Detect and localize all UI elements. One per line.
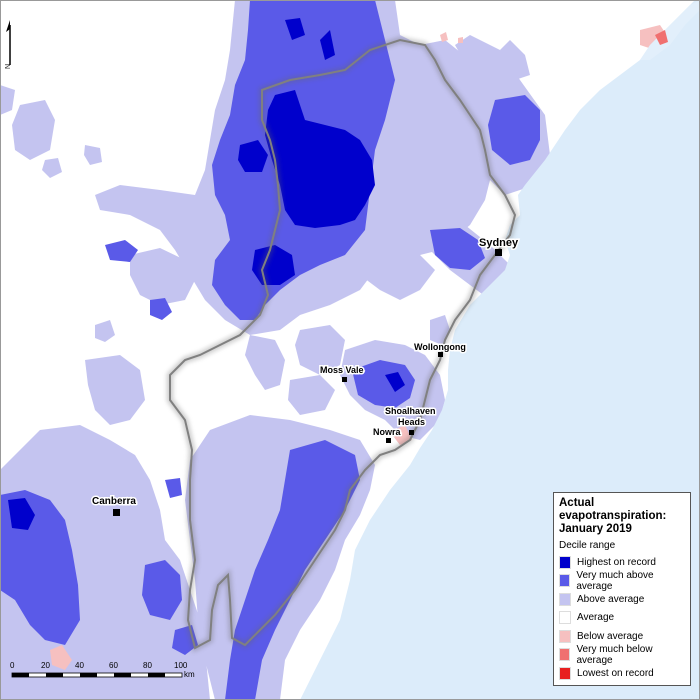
town-moss-vale: Moss Vale [319,364,365,382]
town-canberra: Canberra [91,495,138,516]
legend-item-label: Lowest on record [577,667,654,679]
canberra-label: Canberra [92,496,136,507]
legend-item: Highest on record [559,553,685,572]
scale-bar: 0 20 40 60 80 100 km [10,661,195,679]
nowra-marker [386,438,391,443]
legend-item-label: Very much below average [576,643,653,666]
legend-swatch [559,629,571,643]
north-arrow: N [5,20,12,69]
wollongong-label: Wollongong [414,342,466,352]
legend-swatch [559,555,571,569]
legend-item: Very much above average [559,569,685,592]
legend-item: Above average [559,590,685,609]
legend-title-line3: January 2019 [559,523,632,535]
sydney-label: Sydney [479,237,519,249]
legend-item-label: Very much above average [576,569,654,592]
legend-swatch [559,574,571,588]
north-label: N [5,64,12,69]
legend-swatch [559,592,571,606]
shoalhaven-heads-marker [409,430,414,435]
scale-tick-20: 20 [41,661,50,670]
legend-title-line2: evapotranspiration: [559,510,667,522]
legend-subtitle: Decile range [559,540,616,551]
moss-vale-marker [342,377,347,382]
scale-unit: km [184,670,195,679]
legend-item: Below average [559,627,685,646]
scale-tick-40: 40 [75,661,84,670]
nowra-label: Nowra [373,427,402,437]
shoalhaven-label-line2: Heads [398,417,425,427]
legend-swatch [559,666,571,680]
coastal-band [640,0,700,60]
legend-item-label: Above average [577,593,645,605]
town-shoalhaven-heads: Shoalhaven Heads [384,405,437,435]
town-wollongong: Wollongong [413,341,467,357]
scale-tick-60: 60 [109,661,118,670]
legend-title-line1: Actual [559,497,595,509]
legend-item: Lowest on record [559,664,685,683]
highest-on-record-regions [8,18,405,530]
shoalhaven-label-line1: Shoalhaven [385,406,436,416]
scale-tick-100: 100 [174,661,188,670]
legend-item: Very much below average [559,643,685,666]
sydney-marker [495,249,502,256]
map-legend: Actual evapotranspiration: January 2019 … [553,492,691,686]
scale-tick-0: 0 [10,661,15,670]
very-much-below-average-region [655,30,668,45]
catchment-boundary [169,38,517,650]
canberra-marker [113,509,120,516]
scale-tick-80: 80 [143,661,152,670]
legend-item-label: Average [577,612,615,624]
moss-vale-label: Moss Vale [320,365,364,375]
legend-swatch [559,611,571,625]
legend-item: Average [559,609,685,628]
town-nowra: Nowra [372,426,403,443]
legend-item-label: Highest on record [577,556,656,568]
legend-swatch [559,648,571,662]
legend-items: Highest on record Very much above average… [559,553,685,683]
legend-item-label: Below average [577,630,644,642]
wollongong-marker [438,352,443,357]
town-sydney: Sydney [478,236,521,256]
